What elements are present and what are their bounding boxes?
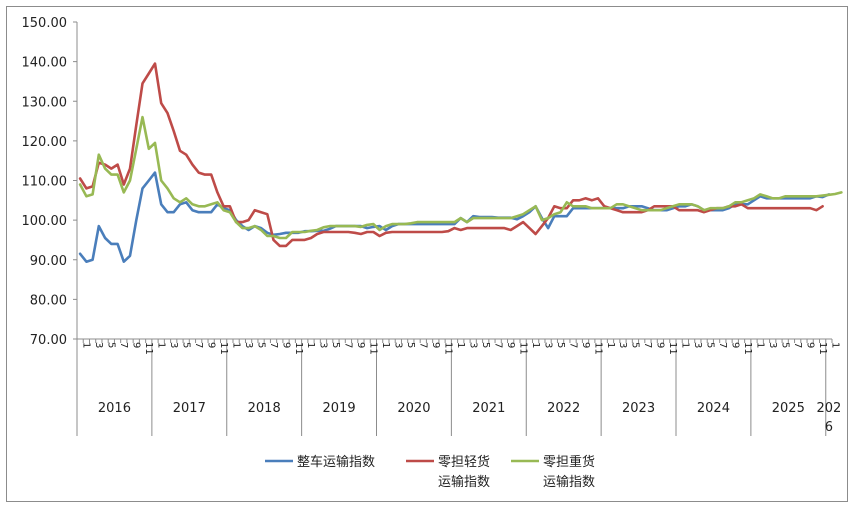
year-label: 2019 [323, 401, 356, 416]
y-tick-label: 100.00 [22, 214, 68, 229]
year-label: 2024 [697, 401, 730, 416]
month-tick-label: 5 [480, 342, 491, 348]
year-label: 202 [816, 401, 841, 416]
month-tick-label: 1 [755, 342, 766, 348]
month-tick-label: 9 [280, 342, 291, 348]
legend-label-1: 整车运输指数 [297, 454, 375, 470]
month-tick-label: 9 [505, 342, 516, 348]
month-tick-label: 9 [205, 342, 216, 348]
y-tick-label: 120.00 [22, 135, 68, 150]
month-tick-label: 7 [492, 342, 503, 348]
month-tick-label: 5 [255, 342, 266, 348]
month-tick-label: 5 [555, 342, 566, 348]
month-tick-label: 7 [193, 342, 204, 348]
y-axis: 70.00 80.00 90.00 100.00 110.00 120.00 130.00 1… [22, 16, 78, 348]
month-tick-label: 11 [592, 342, 603, 355]
month-tick-label: 3 [393, 342, 404, 348]
month-tick-label: 3 [767, 342, 778, 348]
year-label: 2023 [622, 401, 655, 416]
month-tick-label: 9 [430, 342, 441, 348]
month-tick-label: 3 [243, 342, 254, 348]
series-line-2 [78, 62, 824, 248]
legend-label-2-cont: 运输指数 [438, 474, 490, 490]
month-tick-label: 7 [343, 342, 354, 348]
month-tick-label: 7 [567, 342, 578, 348]
month-tick-label: 11 [742, 342, 753, 355]
month-tick-label: 3 [617, 342, 628, 348]
month-tick-label: 11 [368, 342, 379, 355]
month-tick-label: 11 [443, 342, 454, 355]
x-axis: 1 3 5 7 9 11 1 3 5 7 9 11 1 3 5 7 9 11 1 3 5 7 9 11 1 3 5 7 9 11 1 3 5 7 9… [76, 338, 841, 436]
month-tick-label: 9 [355, 342, 366, 348]
y-tick-label: 140.00 [22, 56, 68, 71]
year-label-cont: 6 [825, 420, 833, 435]
legend-label-2: 零担轻货 [438, 454, 490, 470]
month-tick-label: 7 [268, 342, 279, 348]
month-tick-label: 1 [81, 342, 92, 348]
month-tick-label: 1 [829, 342, 840, 348]
month-tick-label: 1 [155, 342, 166, 348]
month-tick-label: 1 [305, 342, 316, 348]
month-tick-label: 7 [717, 342, 728, 348]
month-tick-label: 1 [380, 342, 391, 348]
month-tick-label: 11 [817, 342, 828, 355]
month-tick-label: 3 [318, 342, 329, 348]
y-tick-label: 130.00 [22, 95, 68, 110]
month-tick-label: 3 [93, 342, 104, 348]
series-line-1 [78, 171, 831, 264]
month-tick-label: 5 [630, 342, 641, 348]
month-tick-label: 1 [455, 342, 466, 348]
month-tick-label: 1 [230, 342, 241, 348]
month-tick-label: 5 [779, 342, 790, 348]
legend-label-3: 零担重货 [543, 454, 595, 470]
month-tick-label: 11 [517, 342, 528, 355]
month-tick-label: 11 [293, 342, 304, 355]
year-label: 2022 [547, 401, 580, 416]
series-line-3 [78, 115, 843, 240]
month-tick-label: 7 [118, 342, 129, 348]
month-tick-label: 5 [330, 342, 341, 348]
month-tick-label: 5 [705, 342, 716, 348]
month-tick-label: 11 [143, 342, 154, 355]
series-lines [78, 62, 843, 264]
y-tick-label: 80.00 [30, 293, 67, 308]
month-tick-label: 3 [467, 342, 478, 348]
y-tick-label: 150.00 [22, 16, 68, 31]
month-tick-label: 7 [792, 342, 803, 348]
month-tick-label: 3 [168, 342, 179, 348]
month-tick-label: 7 [642, 342, 653, 348]
y-tick-label: 90.00 [30, 254, 67, 269]
month-tick-label: 9 [131, 342, 142, 348]
y-tick-label: 70.00 [30, 333, 67, 348]
month-tick-label: 11 [667, 342, 678, 355]
month-tick-label: 3 [692, 342, 703, 348]
year-label: 2016 [98, 401, 131, 416]
year-label: 2018 [248, 401, 281, 416]
month-tick-label: 9 [655, 342, 666, 348]
month-tick-label: 3 [542, 342, 553, 348]
month-tick-label: 5 [405, 342, 416, 348]
month-tick-label: 9 [580, 342, 591, 348]
month-tick-label: 9 [804, 342, 815, 348]
month-tick-label: 9 [730, 342, 741, 348]
month-tick-label: 5 [106, 342, 117, 348]
y-tick-label: 110.00 [22, 175, 68, 190]
year-label: 2020 [397, 401, 430, 416]
month-tick-label: 11 [218, 342, 229, 355]
year-label: 2025 [772, 401, 805, 416]
month-tick-label: 1 [680, 342, 691, 348]
legend-label-3-cont: 运输指数 [543, 474, 595, 490]
year-label: 2017 [173, 401, 206, 416]
chart-frame [6, 6, 848, 502]
month-tick-label: 7 [418, 342, 429, 348]
month-tick-label: 1 [605, 342, 616, 348]
month-tick-label: 5 [180, 342, 191, 348]
month-tick-label: 1 [530, 342, 541, 348]
year-label: 2021 [472, 401, 505, 416]
